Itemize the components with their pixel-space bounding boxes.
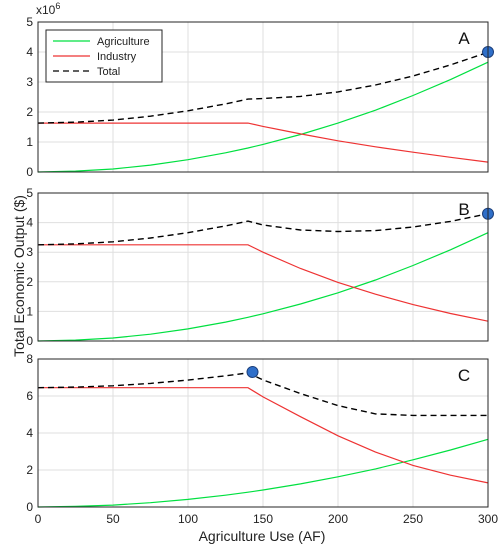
- legend-label-agriculture: Agriculture: [97, 36, 150, 48]
- series-line-industry: [38, 387, 489, 484]
- series-line-industry: [38, 244, 489, 322]
- panel-label: C: [458, 366, 470, 385]
- exponent-label: x106: [36, 1, 60, 17]
- y-axis-label: Total Economic Output ($): [11, 195, 27, 357]
- y-tick-label: 1: [26, 135, 33, 149]
- panel-label: A: [458, 29, 470, 48]
- panels: 0 1 2 3 4 5 A 0 1 2 3 4 5 B 0 50 100 150 200 250 300 0 2 4 6 8 C: [26, 15, 498, 526]
- y-tick-label: 4: [26, 426, 33, 440]
- x-tick-label: 300: [478, 512, 498, 526]
- x-tick-label: 50: [106, 512, 120, 526]
- y-tick-label: 1: [26, 304, 33, 318]
- series-line-industry: [38, 122, 489, 163]
- y-tick-label: 0: [26, 500, 33, 514]
- legend-label-total: Total: [97, 66, 120, 78]
- y-tick-label: 6: [26, 389, 33, 403]
- y-tick-label: 0: [26, 334, 33, 348]
- panel-label: B: [458, 200, 469, 219]
- y-tick-label: 4: [26, 216, 33, 230]
- series-line-agriculture: [37, 61, 489, 173]
- axes-frame: [37, 21, 489, 173]
- y-tick-label: 2: [26, 105, 33, 119]
- x-tick-label: 0: [35, 512, 42, 526]
- y-tick-label: 3: [26, 75, 33, 89]
- x-tick-label: 250: [403, 512, 423, 526]
- x-tick-label: 100: [178, 512, 198, 526]
- y-tick-label: 8: [26, 352, 33, 366]
- y-tick-label: 5: [26, 186, 33, 200]
- exponent-power: 6: [55, 1, 60, 11]
- y-tick-label: 4: [26, 45, 33, 59]
- legend-label-industry: Industry: [97, 51, 137, 63]
- y-tick-label: 3: [26, 245, 33, 259]
- legend: Agriculture Industry Total: [45, 29, 163, 83]
- panel-c: 0 50 100 150 200 250 300 0 2 4 6 8 C: [26, 352, 498, 526]
- axes-frame: [37, 192, 489, 342]
- y-tick-label: 5: [26, 15, 33, 29]
- series-line-agriculture: [37, 438, 489, 508]
- series-line-agriculture: [37, 232, 489, 342]
- exponent-base: x10: [36, 3, 56, 17]
- y-tick-label: 0: [26, 165, 33, 179]
- x-tick-label: 200: [328, 512, 348, 526]
- series-line-total: [37, 372, 488, 417]
- y-tick-label: 2: [26, 275, 33, 289]
- axes-frame: [37, 358, 489, 508]
- panel-b: 0 1 2 3 4 5 B: [26, 186, 494, 348]
- x-tick-label: 150: [253, 512, 273, 526]
- max-marker: [246, 365, 259, 378]
- series-line-total: [37, 213, 489, 246]
- x-axis-label: Agriculture Use (AF): [199, 528, 326, 544]
- y-tick-label: 2: [26, 463, 33, 477]
- series-line-total: [37, 51, 489, 124]
